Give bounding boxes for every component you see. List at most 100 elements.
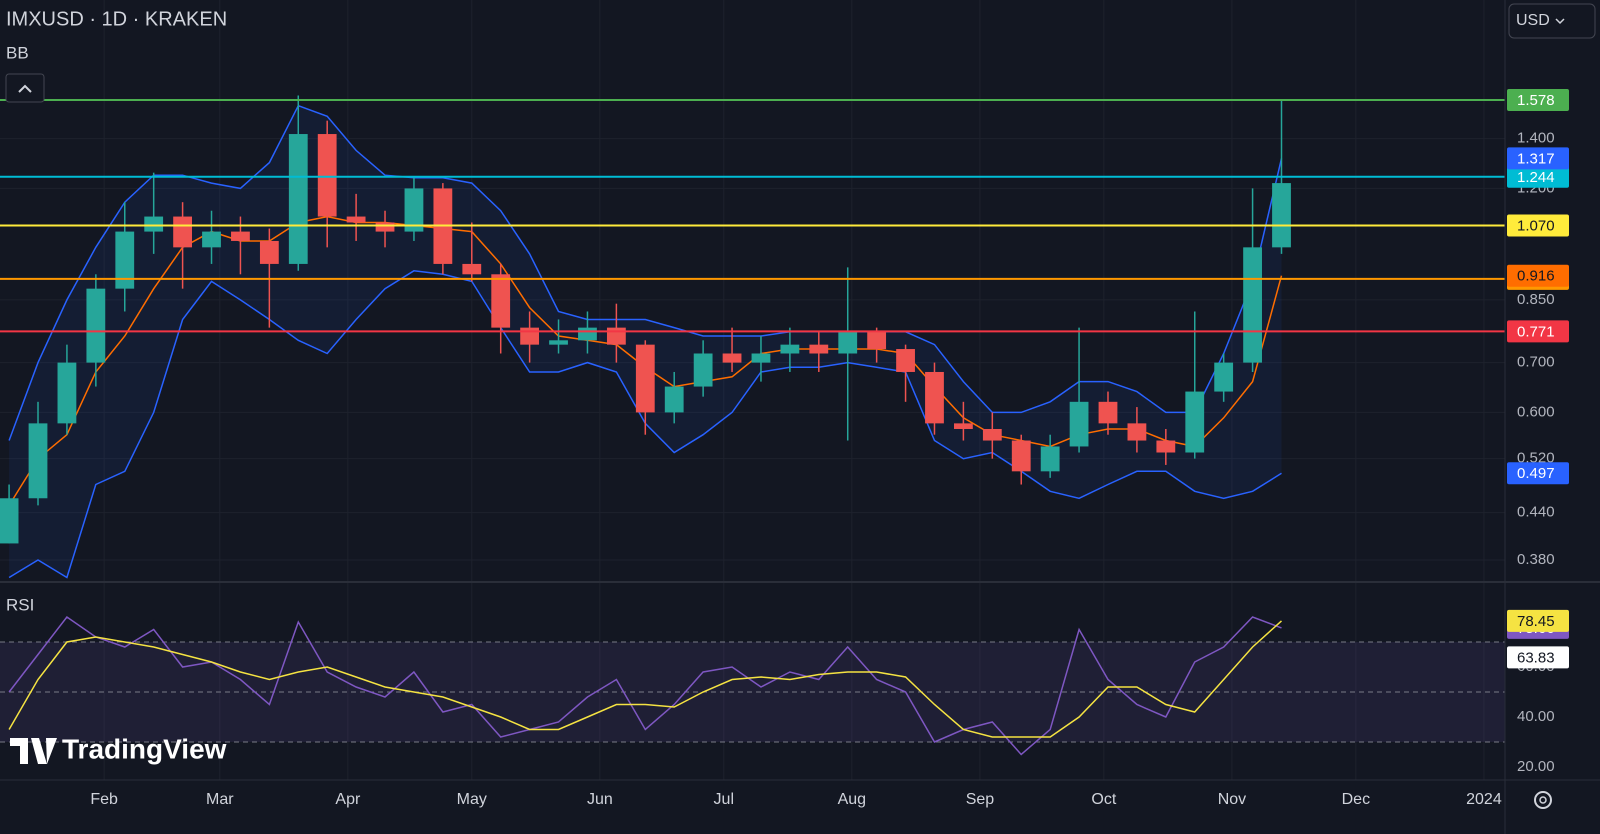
candle-body [1127,423,1147,441]
x-tick-label: 2024 [1466,791,1502,808]
candle-body [86,288,106,363]
candle-body [1098,401,1118,424]
candle-body [346,216,366,223]
rsi-marker-badge-box [1507,646,1569,669]
level-badge-box [1507,214,1569,237]
candle-body [317,134,337,217]
y-tick-label: 0.600 [1517,403,1555,420]
candle-body [57,362,77,424]
candle-body [953,423,973,429]
candle-body [1214,362,1234,392]
level-badge-box [1507,88,1569,111]
indicator-label: BB [6,43,29,62]
currency-button[interactable]: USD [1508,3,1596,39]
y-tick-label: 0.440 [1517,504,1555,521]
candle-body [144,216,164,232]
candle-body [925,371,944,424]
x-tick-label: Dec [1342,791,1370,808]
currency-box[interactable] [1508,3,1596,39]
watermark-text: TradingView [62,733,227,764]
candle-body [28,423,48,499]
rsi-line [8,620,1283,738]
candle-body [982,428,1002,441]
collapse-button-box[interactable] [5,73,45,103]
x-tick-label: May [457,791,487,808]
settings-gear[interactable] [1534,791,1552,809]
candle-body [896,349,915,372]
candle-body [259,240,279,264]
candle-body [462,263,482,275]
candle-body [115,231,135,289]
candle-body [751,353,771,363]
rsi-badge-box [1507,609,1569,632]
bb-badge: 1.317 [1517,150,1555,167]
candle-body [202,231,221,248]
candle-body [1272,183,1291,248]
symbol-title: IMXUSD · 1D · KRAKEN [6,8,227,30]
currency-label: USD [1516,12,1550,29]
candle-body [0,498,19,544]
candle-body [664,386,684,413]
candle-body [288,134,308,264]
price-axis-bg [1505,0,1600,834]
candle-body [1243,247,1262,363]
y-tick-label: 0.380 [1517,551,1555,568]
data-layer [0,95,1505,756]
y-tick-label: 0.700 [1517,354,1555,371]
bb-badge: 0.497 [1517,465,1555,482]
level-badge: 0.771 [1517,323,1555,340]
rsi-line [8,615,1282,756]
candle-body [491,274,511,328]
candle-body [173,216,192,248]
bb-badge-box [1507,264,1569,287]
rsi-badge: 78.45 [1517,613,1555,630]
x-tick-label: Feb [90,791,118,808]
rsi-title: RSI [6,595,34,614]
rsi-tick-label: 40.00 [1517,708,1555,725]
bb-upper-line [8,104,1283,441]
settings-gear-center [1539,796,1547,804]
x-tick-label: Jun [587,791,613,808]
y-tick-label: 0.850 [1517,291,1555,308]
candle-body [838,331,858,354]
candle-body [549,340,568,345]
rsi-marker-badge: 63.83 [1517,649,1555,666]
candle-body [1069,401,1089,447]
bb-badge-box [1507,147,1569,170]
candle-body [231,231,250,241]
collapse-button[interactable] [5,73,45,103]
candle-body [1011,440,1031,472]
candle-body [520,327,540,345]
rsi-tick-label: 20.00 [1517,758,1555,775]
level-badge: 1.578 [1517,92,1555,109]
x-tick-label: Sep [966,791,995,808]
candle-body [1185,391,1205,453]
candle-body [1156,440,1176,453]
candle-body [635,344,655,413]
watermark-logo [10,738,57,764]
candle-body [780,344,800,354]
candle-body [375,222,395,232]
candle-body [606,327,626,345]
x-tick-label: Jul [714,791,734,808]
x-tick-label: Apr [335,791,361,808]
settings-button[interactable] [1534,791,1552,809]
collapse-icon [18,84,32,93]
x-tick-label: Oct [1091,791,1116,808]
x-tick-label: Nov [1218,791,1246,808]
candle-body [693,353,713,387]
level-badge-box [1507,165,1569,188]
candle-body [722,353,742,363]
x-tick-label: Mar [206,791,234,808]
bb-badge-box [1507,462,1569,485]
candle-body [578,327,597,341]
watermark: TradingView [10,733,227,764]
candle-body [1040,446,1060,472]
candle-body [867,331,887,350]
y-tick-label: 1.400 [1517,130,1555,147]
bb-badge: 0.916 [1517,268,1555,285]
currency-caret [1555,18,1565,25]
